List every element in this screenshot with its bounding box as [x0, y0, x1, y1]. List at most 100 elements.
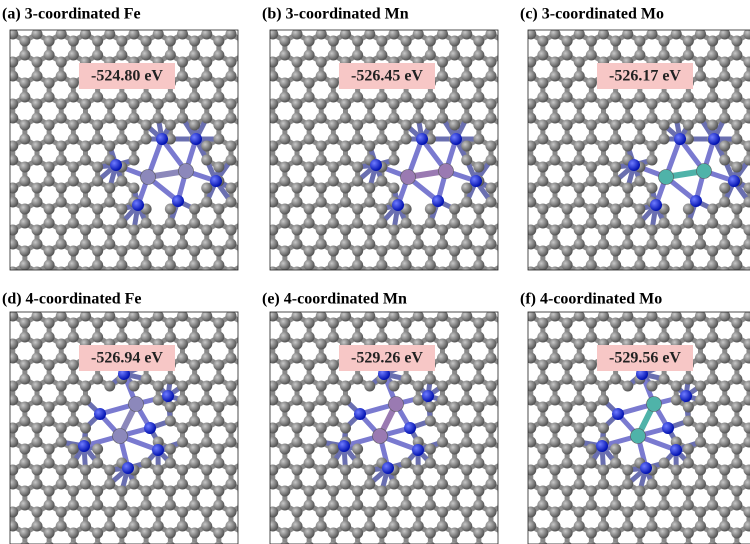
- bond: [231, 295, 243, 302]
- carbon-atom: [316, 465, 327, 476]
- carbon-atom: [622, 239, 633, 250]
- carbon-atom: [92, 176, 103, 187]
- bond: [207, 13, 219, 20]
- carbon-atom: [388, 507, 399, 518]
- carbon-atom: [731, 50, 742, 61]
- carbon-atom: [19, 50, 30, 61]
- bond: [503, 337, 515, 344]
- carbon-atom: [413, 15, 424, 26]
- carbon-atom: [473, 162, 484, 173]
- nitrogen-atom: [640, 462, 652, 474]
- carbon-atom: [401, 246, 412, 257]
- carbon-atom: [671, 99, 682, 110]
- carbon-atom: [19, 204, 30, 215]
- carbon-atom: [646, 521, 657, 532]
- carbon-atom: [340, 521, 351, 532]
- carbon-atom: [92, 458, 103, 469]
- carbon-atom: [437, 465, 448, 476]
- carbon-atom: [525, 395, 536, 406]
- carbon-atom: [19, 360, 30, 371]
- carbon-atom: [255, 444, 266, 455]
- carbon-atom: [267, 225, 278, 236]
- carbon-atom: [279, 218, 290, 229]
- carbon-atom: [128, 141, 139, 152]
- carbon-atom: [671, 113, 682, 124]
- carbon-atom: [267, 423, 278, 434]
- carbon-atom: [80, 239, 91, 250]
- carbon-atom: [731, 204, 742, 215]
- carbon-atom: [201, 465, 212, 476]
- carbon-atom: [128, 99, 139, 110]
- carbon-atom: [328, 134, 339, 145]
- carbon-atom: [316, 57, 327, 68]
- carbon-atom: [537, 416, 548, 427]
- carbon-atom: [225, 141, 236, 152]
- carbon-atom: [7, 395, 18, 406]
- carbon-atom: [56, 465, 67, 476]
- carbon-atom: [707, 204, 718, 215]
- carbon-atom: [267, 113, 278, 124]
- carbon-atom: [328, 528, 339, 539]
- carbon-atom: [225, 239, 236, 250]
- carbon-atom: [7, 113, 18, 124]
- carbon-atom: [401, 120, 412, 131]
- carbon-atom: [291, 225, 302, 236]
- carbon-atom: [376, 50, 387, 61]
- carbon-atom: [141, 486, 152, 497]
- carbon-atom: [598, 465, 609, 476]
- carbon-atom: [92, 120, 103, 131]
- carbon-atom: [128, 113, 139, 124]
- carbon-atom: [104, 141, 115, 152]
- carbon-atom: [116, 134, 127, 145]
- carbon-atom: [0, 416, 6, 427]
- carbon-atom: [461, 297, 472, 308]
- carbon-atom: [201, 183, 212, 194]
- carbon-atom: [165, 458, 176, 469]
- carbon-atom: [31, 353, 42, 364]
- carbon-atom: [364, 197, 375, 208]
- carbon-atom: [304, 416, 315, 427]
- carbon-atom: [328, 176, 339, 187]
- bond: [713, 13, 725, 20]
- carbon-atom: [340, 183, 351, 194]
- bond: [430, 295, 442, 302]
- carbon-atom: [513, 360, 524, 371]
- carbon-atom: [719, 267, 730, 278]
- bond: [503, 223, 515, 230]
- carbon-atom: [413, 267, 424, 278]
- carbon-atom: [498, 528, 509, 539]
- carbon-atom: [80, 197, 91, 208]
- carbon-atom: [116, 528, 127, 539]
- carbon-atom: [364, 225, 375, 236]
- carbon-atom: [731, 528, 742, 539]
- carbon-atom: [574, 183, 585, 194]
- carbon-atom: [31, 57, 42, 68]
- carbon-atom: [116, 36, 127, 47]
- carbon-atom: [44, 246, 55, 257]
- carbon-atom: [659, 50, 670, 61]
- carbon-atom: [328, 486, 339, 497]
- carbon-atom: [19, 218, 30, 229]
- carbon-atom: [116, 204, 127, 215]
- carbon-atom: [510, 239, 521, 250]
- bond: [676, 13, 688, 20]
- carbon-atom: [328, 402, 339, 413]
- carbon-atom: [622, 507, 633, 518]
- bond: [503, 484, 515, 491]
- carbon-atom: [598, 395, 609, 406]
- carbon-atom: [238, 204, 249, 215]
- carbon-atom: [707, 120, 718, 131]
- carbon-atom: [473, 8, 484, 19]
- carbon-atom: [304, 176, 315, 187]
- carbon-atom: [683, 444, 694, 455]
- carbon-atom: [574, 71, 585, 82]
- carbon-atom: [19, 176, 30, 187]
- carbon-atom: [695, 15, 706, 26]
- carbon-atom: [731, 402, 742, 413]
- carbon-atom: [56, 183, 67, 194]
- carbon-atom: [622, 267, 633, 278]
- carbon-atom: [328, 162, 339, 173]
- carbon-atom: [279, 260, 290, 271]
- carbon-atom: [0, 260, 6, 271]
- carbon-atom: [449, 318, 460, 329]
